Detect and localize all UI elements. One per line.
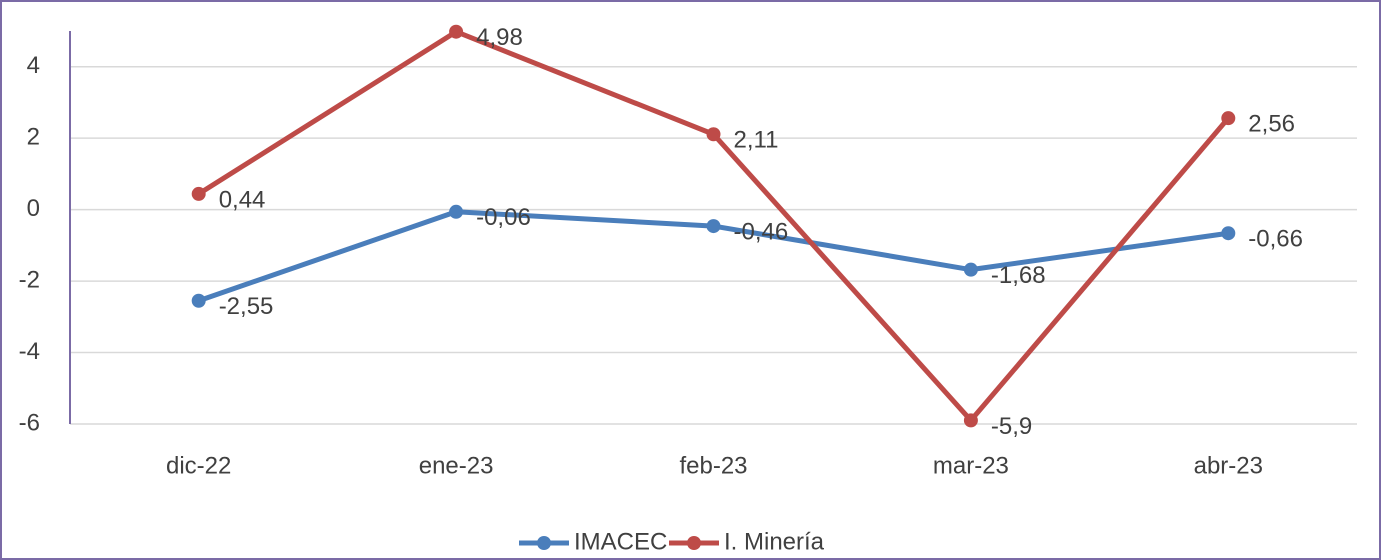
data-label: -1,68 [991,262,1046,289]
data-label: -0,46 [734,218,789,245]
data-label: 0,44 [219,186,266,213]
data-point [706,127,721,142]
x-tick-label: mar-23 [933,452,1009,479]
data-point [1221,111,1236,126]
data-point [449,204,464,219]
data-point [706,219,721,234]
legend-marker [537,536,551,550]
data-point [449,24,464,39]
data-point [963,262,978,277]
y-tick-label: 2 [27,124,40,151]
x-tick-label: feb-23 [679,452,747,479]
data-label: 2,11 [734,127,779,154]
data-label: 4,98 [476,24,523,51]
data-label: -0,66 [1248,226,1303,253]
y-tick-label: 4 [27,52,40,79]
data-label: -2,55 [219,293,274,320]
data-point [963,413,978,428]
y-tick-label: 0 [27,195,40,222]
x-tick-label: dic-22 [166,452,231,479]
legend-label: I. Minería [724,528,825,555]
data-label: -5,9 [991,413,1032,440]
data-label: -0,06 [476,204,531,231]
y-tick-label: -4 [19,338,40,365]
legend-marker [687,536,701,550]
y-tick-label: -2 [19,266,40,293]
data-point [1221,226,1236,241]
legend-label: IMACEC [574,528,667,555]
data-point [191,186,206,201]
data-point [191,293,206,308]
data-label: 2,56 [1248,111,1295,138]
y-tick-label: -6 [19,409,40,436]
x-tick-label: ene-23 [419,452,494,479]
x-tick-label: abr-23 [1194,452,1263,479]
